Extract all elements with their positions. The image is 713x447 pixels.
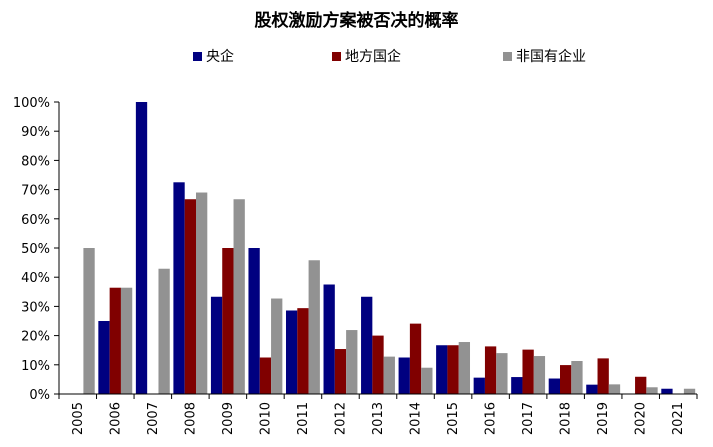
y-tick-label-6: 60% — [21, 213, 50, 228]
bar-s0-2018 — [548, 378, 560, 394]
x-tick-label-2018: 2018 — [559, 402, 574, 435]
bar-s1-2014 — [409, 323, 422, 394]
legend-swatch-non-state — [503, 51, 512, 61]
axes-group: 0% 10% 20% 30% 40% 50% 60% 70% 80% 90% 100% 2005 200… — [13, 96, 698, 435]
legend-label-non-state: 非国有企业 — [516, 49, 586, 65]
x-tick-label-2020: 2020 — [634, 402, 649, 435]
x-tick-label-2019: 2019 — [596, 402, 611, 435]
x-tick-label-2008: 2008 — [183, 402, 198, 435]
bar-s2-2010 — [271, 298, 283, 394]
bar-s0-2011 — [285, 310, 298, 394]
bar-s2-2016 — [496, 353, 508, 394]
bar-s0-2013 — [361, 296, 373, 394]
x-tick-label-2013: 2013 — [371, 402, 386, 435]
bar-s2-2019 — [608, 384, 621, 394]
x-tick-label-2007: 2007 — [146, 402, 161, 435]
bar-s1-2011 — [297, 308, 309, 394]
x-tick-label-2014: 2014 — [409, 402, 424, 435]
chart-title: 股权激励方案被否决的概率 — [254, 11, 459, 31]
y-tick-label-3: 30% — [21, 300, 50, 315]
bar-s0-2006 — [98, 321, 110, 394]
x-tick-label-2009: 2009 — [221, 402, 236, 435]
legend-item-non-state: 非国有企业 — [503, 46, 586, 66]
x-tick-label-2015: 2015 — [446, 402, 461, 435]
bar-s1-2019 — [597, 358, 609, 394]
bar-s0-2014 — [398, 357, 410, 394]
bar-s2-2005 — [83, 248, 95, 394]
bar-s1-2016 — [484, 346, 497, 394]
legend: 央企 地方国企 非国有企业 — [0, 46, 713, 66]
bar-s2-2011 — [308, 260, 320, 394]
x-tick-label-2012: 2012 — [333, 402, 348, 435]
bar-s0-2010 — [248, 248, 260, 394]
bar-s1-2020 — [635, 376, 647, 394]
legend-item-central-soe: 央企 — [193, 46, 234, 66]
bar-s2-2015 — [458, 342, 471, 394]
bar-s0-2007 — [135, 102, 148, 394]
y-tick-label-10: 100% — [13, 96, 50, 111]
bar-s1-2017 — [522, 349, 534, 394]
bar-s0-2016 — [473, 377, 485, 394]
legend-swatch-local-soe — [332, 51, 341, 61]
bar-s2-2008 — [196, 192, 208, 394]
y-tick-label-8: 80% — [21, 154, 50, 169]
bar-s0-2021 — [661, 388, 673, 394]
bar-s1-2006 — [109, 287, 121, 394]
legend-label-local-soe: 地方国企 — [345, 49, 401, 65]
bar-s1-2015 — [447, 345, 459, 394]
bar-s2-2012 — [346, 330, 358, 394]
bar-s1-2009 — [222, 248, 234, 394]
bar-s2-2020 — [646, 387, 658, 394]
legend-swatch-central-soe — [193, 51, 202, 61]
y-tick-label-4: 40% — [21, 271, 50, 286]
bar-s1-2013 — [372, 335, 384, 394]
bar-s2-2007 — [158, 268, 170, 394]
y-tick-label-1: 10% — [21, 359, 50, 374]
bar-s2-2021 — [683, 388, 696, 394]
bar-s0-2009 — [210, 296, 223, 394]
bar-s2-2014 — [421, 367, 433, 394]
bar-s1-2008 — [184, 199, 196, 394]
y-tick-label-2: 20% — [21, 330, 50, 345]
x-tick-label-2005: 2005 — [71, 402, 86, 435]
bar-s2-2017 — [533, 356, 546, 394]
bars-group — [83, 102, 696, 394]
bar-s2-2013 — [383, 356, 395, 394]
x-tick-label-2006: 2006 — [108, 402, 123, 435]
y-tick-label-5: 50% — [21, 242, 50, 257]
y-tick-label-7: 70% — [21, 184, 50, 199]
x-tick-label-2021: 2021 — [671, 402, 686, 435]
x-tick-label-2016: 2016 — [484, 402, 499, 435]
bar-s0-2015 — [436, 345, 448, 394]
bar-s0-2017 — [511, 377, 523, 394]
bar-s0-2012 — [323, 284, 335, 394]
bar-s2-2018 — [571, 361, 583, 394]
x-tick-label-2017: 2017 — [521, 402, 536, 435]
bar-s2-2009 — [233, 199, 245, 394]
x-tick-label-2011: 2011 — [296, 402, 311, 435]
y-tick-label-9: 90% — [21, 125, 50, 140]
bar-s1-2010 — [259, 357, 272, 394]
bar-s1-2012 — [334, 349, 347, 394]
bar-s0-2008 — [173, 182, 185, 394]
legend-label-central-soe: 央企 — [206, 49, 234, 65]
bar-s2-2006 — [120, 287, 133, 394]
legend-item-local-soe: 地方国企 — [332, 46, 401, 66]
bar-s1-2018 — [560, 365, 572, 394]
y-tick-label-0: 0% — [29, 388, 50, 403]
bar-s0-2019 — [586, 384, 598, 394]
x-tick-label-2010: 2010 — [258, 402, 273, 435]
